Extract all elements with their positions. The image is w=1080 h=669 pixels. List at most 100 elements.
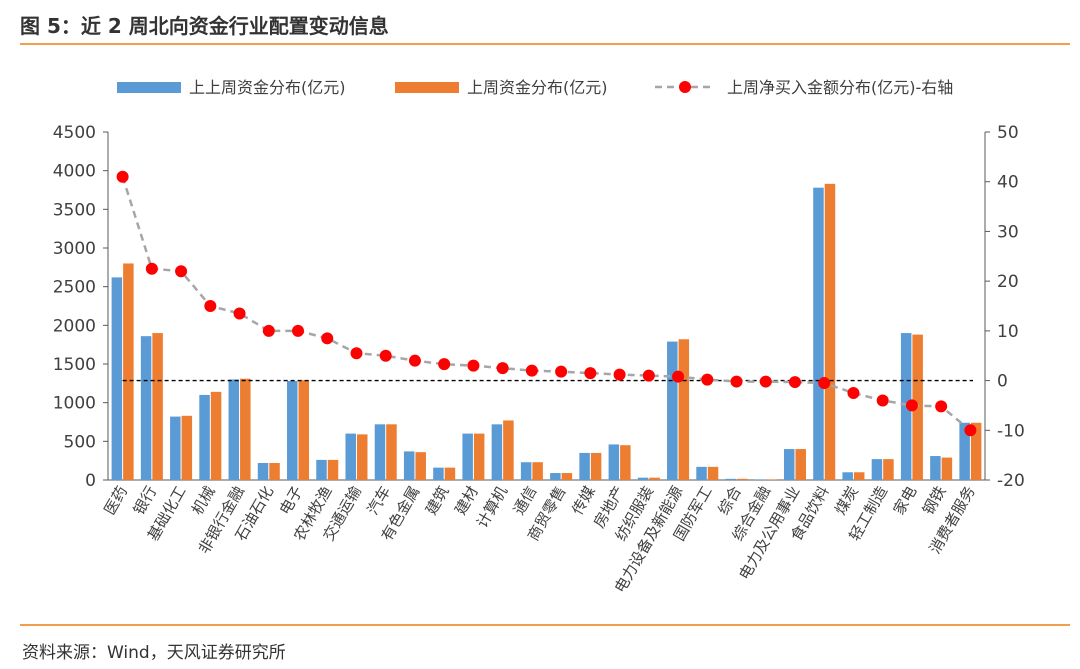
net-buy-point xyxy=(321,332,334,345)
bar-prev2-week xyxy=(257,462,269,480)
legend-marker xyxy=(679,81,691,93)
right-tick-label: 40 xyxy=(997,173,1019,193)
net-buy-point xyxy=(876,394,889,407)
bar-prev-week xyxy=(853,472,865,480)
bar-prev-week xyxy=(912,334,923,480)
bar-prev-week xyxy=(590,452,602,480)
bar-prev2-week xyxy=(813,187,824,480)
bar-prev2-week xyxy=(754,479,766,480)
net-buy-line xyxy=(116,170,977,437)
bar-prev2-week xyxy=(111,277,123,480)
bar-prev-week xyxy=(503,420,514,480)
net-buy-point xyxy=(759,375,772,388)
bar-prev-week xyxy=(795,449,806,480)
right-tick-label: -10 xyxy=(997,421,1025,441)
left-tick-label: 1500 xyxy=(53,355,96,375)
net-buy-point xyxy=(964,424,977,437)
net-buy-point xyxy=(672,370,685,383)
right-axis: -20 -10 0 10 20 30 40 50 xyxy=(984,123,1025,491)
bar-prev-week xyxy=(473,433,485,480)
net-buy-point xyxy=(262,324,275,337)
bar-prev-week xyxy=(824,183,836,480)
bar-prev-week xyxy=(152,333,163,480)
bar-prev2-week xyxy=(520,462,532,480)
bar-prev-week xyxy=(678,339,690,480)
bars xyxy=(111,183,982,480)
net-buy-point xyxy=(145,262,158,275)
net-buy-point xyxy=(525,364,538,377)
net-buy-point xyxy=(555,365,568,378)
top-rule xyxy=(20,43,1070,45)
category-labels: 医药银行基础化工机械非银行金融石油石化电子农林牧渔交通运输汽车有色金属建筑建材计… xyxy=(100,483,978,596)
right-tick-label: 0 xyxy=(997,372,1008,392)
bar-prev2-week xyxy=(667,341,678,480)
left-tick-label: 0 xyxy=(85,471,96,491)
net-buy-point xyxy=(175,265,188,278)
bar-prev2-week xyxy=(491,424,503,480)
source-note: 资料来源：Wind，天风证券研究所 xyxy=(22,643,286,663)
left-tick-label: 1000 xyxy=(53,394,96,414)
bar-prev-week xyxy=(766,479,777,480)
left-tick-label: 4000 xyxy=(53,162,96,182)
bar-prev2-week xyxy=(374,424,386,480)
net-buy-point xyxy=(584,367,597,380)
net-buy-point xyxy=(204,300,217,312)
bar-prev2-week xyxy=(199,394,210,480)
figure-title: 图 5：近 2 周北向资金行业配置变动信息 xyxy=(20,14,389,38)
bar-prev-week xyxy=(649,477,660,480)
bar-prev2-week xyxy=(170,416,181,480)
right-tick-label: 10 xyxy=(997,322,1019,342)
bar-prev2-week xyxy=(433,467,444,480)
right-tick-label: 20 xyxy=(997,272,1019,292)
bar-prev-week xyxy=(327,459,339,480)
bar-prev-week xyxy=(415,452,426,480)
net-buy-point xyxy=(730,375,743,388)
bar-prev-week xyxy=(269,462,280,480)
net-buy-point xyxy=(847,387,860,399)
bar-prev2-week xyxy=(462,433,473,480)
legend-swatch xyxy=(117,82,181,93)
left-tick-label: 4500 xyxy=(53,123,96,143)
bar-prev2-week xyxy=(608,444,620,480)
bar-prev-week xyxy=(386,424,397,480)
bottom-rule xyxy=(20,624,1070,626)
bar-prev-week xyxy=(532,462,543,480)
legend-label: 上周净买入金额分布(亿元)-右轴 xyxy=(727,78,953,97)
left-tick-label: 2500 xyxy=(53,278,96,298)
bar-prev-week xyxy=(356,434,368,480)
bar-prev-week xyxy=(941,457,953,480)
bar-prev-week xyxy=(123,263,134,480)
left-tick-label: 500 xyxy=(64,432,96,452)
bar-prev-week xyxy=(620,445,631,480)
left-tick-label: 2000 xyxy=(53,316,96,336)
right-tick-label: 30 xyxy=(997,222,1019,242)
bar-prev2-week xyxy=(842,472,853,480)
bar-prev2-week xyxy=(696,466,707,480)
net-buy-point xyxy=(408,354,421,367)
net-buy-point xyxy=(788,376,801,389)
net-buy-point xyxy=(233,307,246,320)
bar-prev2-week xyxy=(345,433,356,480)
right-tick-label: -20 xyxy=(997,471,1025,491)
bar-prev2-week xyxy=(871,459,883,480)
legend-label: 上周资金分布(亿元) xyxy=(467,78,608,97)
bar-prev2-week xyxy=(579,452,590,480)
bar-prev-week xyxy=(707,466,719,480)
category-label: 家电 xyxy=(890,483,921,518)
net-buy-point xyxy=(642,369,655,382)
net-buy-point xyxy=(496,362,509,375)
net-buy-point xyxy=(467,359,480,372)
bar-prev-week xyxy=(561,473,573,480)
bar-prev-week xyxy=(737,478,748,480)
bar-prev2-week xyxy=(316,459,327,480)
net-buy-point xyxy=(905,399,918,412)
bar-prev-week xyxy=(240,378,251,480)
bar-prev2-week xyxy=(637,477,649,480)
bar-prev2-week xyxy=(783,449,795,480)
bar-prev2-week xyxy=(725,478,737,480)
bar-prev2-week xyxy=(228,379,240,480)
bar-prev2-week xyxy=(140,336,152,480)
net-buy-point xyxy=(116,170,129,183)
left-axis: 0 500 1000 1500 2000 2500 3000 3500 4000 4500 xyxy=(53,123,985,491)
